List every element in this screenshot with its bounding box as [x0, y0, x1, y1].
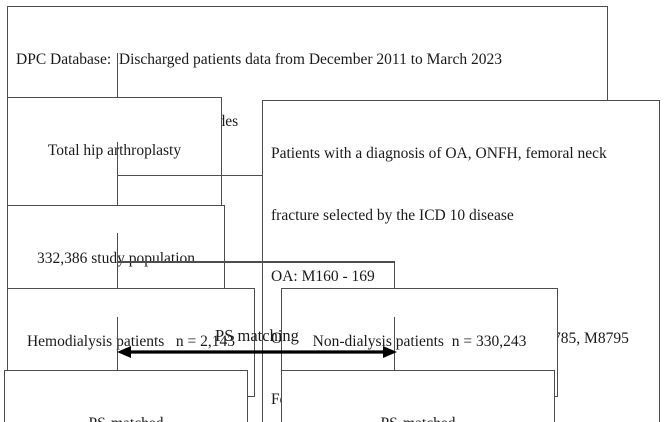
connector-line-non-dialysis-to-ps: [393, 317, 395, 370]
tha-line1: Total hip arthroplasty: [47, 142, 182, 159]
connector-line-dpc-to-tha: [116, 53, 118, 97]
ps-matching-arrow: [117, 346, 397, 358]
connector-line-hemodialysis-to-ps: [116, 317, 118, 370]
ps-matching-label: PS matching: [215, 326, 299, 345]
connector-line-branch-to-icd: [116, 174, 263, 176]
ps-matched-hemodialysis-box: PS-matched Hemodialysis patients n = 2,1…: [4, 370, 248, 422]
icd-line3: OA: M160 - 169: [271, 268, 375, 285]
ps-hemodialysis-line1: PS-matched: [13, 414, 239, 422]
icd-line2: fracture selected by the ICD 10 disease: [271, 206, 514, 224]
connector-line-split-horizontal: [116, 261, 395, 263]
connector-line-split-to-non-dialysis: [393, 261, 395, 288]
ps-non-dialysis-line1: PS-matched: [290, 414, 546, 422]
ps-matched-non-dialysis-box: PS-matched Non-dialysis patients n = 2,1…: [281, 370, 555, 422]
connector-line-population-to-hemodialysis: [116, 233, 118, 288]
hemodialysis-line1: Hemodialysis patients n = 2,143: [26, 333, 236, 350]
non-dialysis-line1: Non-dialysis patients n = 330,243: [312, 333, 527, 350]
study-population-line1: 332,386 study population: [36, 250, 195, 267]
connector-line-tha-to-population: [116, 142, 118, 205]
dpc-database-line1: DPC Database: Discharged patients data f…: [16, 51, 502, 68]
icd-line1: Patients with a diagnosis of OA, ONFH, f…: [271, 145, 607, 162]
